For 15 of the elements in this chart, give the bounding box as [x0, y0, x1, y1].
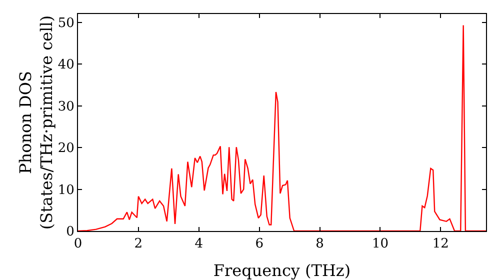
x-tick-label: 4	[194, 236, 204, 252]
y-tick-label: 50	[58, 16, 74, 31]
x-tick-label: 8	[316, 236, 324, 252]
y-tick-label: 10	[58, 182, 74, 198]
x-tick-label: 12	[432, 236, 449, 252]
y-axis-title: Phonon DOS (States/THz·primitive cell)	[16, 15, 56, 230]
y-tick-label: 40	[58, 58, 74, 73]
x-tick-label: 2	[134, 236, 143, 252]
line-series	[78, 24, 486, 231]
y-tick-label: 0	[66, 224, 74, 240]
x-axis-title: Frequency (THz)	[213, 261, 351, 280]
x-tick-label: 10	[372, 236, 388, 252]
y-tick-label: 30	[58, 99, 74, 114]
x-tick-label: 6	[255, 236, 264, 252]
y-tick-label: 20	[58, 141, 74, 156]
